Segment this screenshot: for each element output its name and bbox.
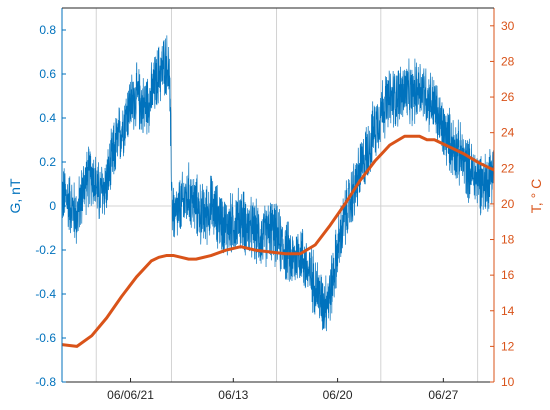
axes xyxy=(61,7,495,383)
grid-lines xyxy=(62,8,494,382)
right-tick-label: 10 xyxy=(501,375,515,389)
right-tick-label: 28 xyxy=(501,54,515,68)
left-tick-label: -0.6 xyxy=(35,331,56,345)
x-tick-label: 06/27 xyxy=(428,388,458,402)
left-tick-label: -0.8 xyxy=(35,375,56,389)
right-tick-label: 18 xyxy=(501,233,515,247)
right-tick-label: 22 xyxy=(501,161,515,175)
right-axis-ticks: 10 12 14 16 18 20 22 24 26 28 30 xyxy=(490,19,515,389)
right-tick-label: 14 xyxy=(501,304,515,318)
t-series-line xyxy=(61,134,495,348)
g-series-line xyxy=(61,35,495,332)
left-tick-label: -0.2 xyxy=(35,243,56,257)
right-tick-label: 30 xyxy=(501,19,515,33)
left-tick-label: -0.4 xyxy=(35,287,56,301)
x-axis-ticks: 06/06/21 06/13 06/20 06/27 xyxy=(107,378,459,402)
y-axis-right-label: T, ° C xyxy=(528,179,544,213)
right-tick-label: 24 xyxy=(501,126,515,140)
g-series xyxy=(61,35,495,332)
right-tick-label: 20 xyxy=(501,197,515,211)
right-tick-label: 16 xyxy=(501,268,515,282)
left-tick-label: 0.4 xyxy=(39,111,56,125)
x-tick-label: 06/06/21 xyxy=(107,388,154,402)
right-tick-label: 12 xyxy=(501,339,515,353)
left-tick-label: 0.6 xyxy=(39,67,56,81)
left-axis-ticks: -0.8 -0.6 -0.4 -0.2 0 0.2 0.4 0.6 0.8 xyxy=(35,23,66,389)
x-tick-label: 06/20 xyxy=(323,388,353,402)
y-axis-left-label: G, nT xyxy=(7,178,23,213)
right-tick-label: 26 xyxy=(501,90,515,104)
left-tick-label: 0.2 xyxy=(39,155,56,169)
left-tick-label: 0 xyxy=(49,199,56,213)
t-series xyxy=(61,134,495,348)
x-tick-label: 06/13 xyxy=(218,388,248,402)
left-tick-label: 0.8 xyxy=(39,23,56,37)
